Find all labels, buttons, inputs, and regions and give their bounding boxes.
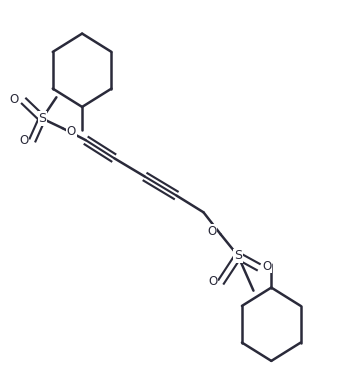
Text: O: O <box>208 275 217 288</box>
Text: O: O <box>10 93 19 106</box>
Text: S: S <box>234 249 242 262</box>
Text: O: O <box>207 225 216 238</box>
Text: O: O <box>20 134 29 147</box>
Text: O: O <box>262 260 272 273</box>
Text: O: O <box>67 125 76 138</box>
Text: S: S <box>38 112 46 125</box>
